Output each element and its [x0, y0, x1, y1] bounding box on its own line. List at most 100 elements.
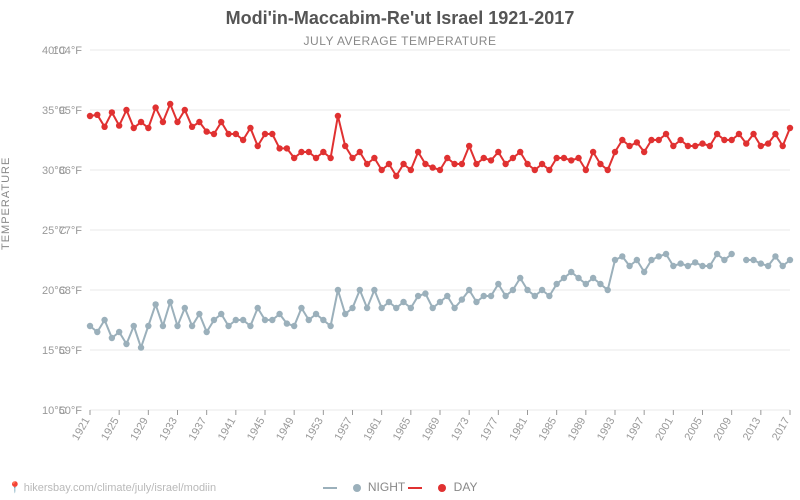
- day-marker: [160, 119, 166, 125]
- day-marker: [583, 167, 589, 173]
- day-marker: [750, 131, 756, 137]
- legend-item-night: NIGHT: [323, 480, 409, 494]
- day-marker: [225, 131, 231, 137]
- day-marker: [291, 155, 297, 161]
- night-marker: [466, 287, 472, 293]
- night-marker: [590, 275, 596, 281]
- day-marker: [276, 145, 282, 151]
- night-marker: [780, 263, 786, 269]
- day-marker: [167, 101, 173, 107]
- night-marker: [298, 305, 304, 311]
- x-tick-label: 1941: [216, 416, 239, 443]
- night-marker: [539, 287, 545, 293]
- x-tick-label: 1933: [157, 416, 180, 443]
- day-marker: [320, 149, 326, 155]
- day-marker: [787, 125, 793, 131]
- day-marker: [255, 143, 261, 149]
- day-marker: [218, 119, 224, 125]
- day-marker: [685, 143, 691, 149]
- day-marker: [459, 161, 465, 167]
- x-tick-label: 1925: [99, 416, 122, 443]
- day-marker: [400, 161, 406, 167]
- day-marker: [502, 161, 508, 167]
- day-marker: [721, 137, 727, 143]
- night-marker: [371, 287, 377, 293]
- night-marker: [174, 323, 180, 329]
- night-marker: [495, 281, 501, 287]
- day-marker: [524, 161, 530, 167]
- day-marker: [765, 140, 771, 146]
- day-marker: [357, 149, 363, 155]
- night-marker: [787, 257, 793, 263]
- day-marker: [553, 155, 559, 161]
- night-marker: [400, 299, 406, 305]
- day-marker: [488, 157, 494, 163]
- svg-text:104°F: 104°F: [53, 45, 83, 57]
- day-marker: [196, 119, 202, 125]
- x-tick-label: 1969: [420, 416, 443, 443]
- night-marker: [481, 293, 487, 299]
- day-marker: [473, 161, 479, 167]
- x-tick-label: 1953: [303, 416, 326, 443]
- source-footer: 📍hikersbay.com/climate/july/israel/modii…: [8, 481, 216, 494]
- night-marker: [349, 305, 355, 311]
- day-marker: [677, 137, 683, 143]
- x-tick-label: 1961: [362, 416, 385, 443]
- night-marker: [488, 293, 494, 299]
- day-marker: [313, 155, 319, 161]
- day-marker: [758, 143, 764, 149]
- day-marker: [182, 107, 188, 113]
- chart-container: Modi'in-Maccabim-Re'ut Israel 1921-2017 …: [0, 0, 800, 500]
- night-marker: [721, 257, 727, 263]
- night-marker: [685, 263, 691, 269]
- day-marker: [648, 137, 654, 143]
- night-marker: [597, 281, 603, 287]
- x-tick-label: 1937: [187, 416, 210, 443]
- day-marker: [327, 155, 333, 161]
- day-marker: [539, 161, 545, 167]
- svg-text:86°F: 86°F: [59, 165, 83, 177]
- x-tick-label: 1921: [70, 416, 93, 443]
- night-marker: [116, 329, 122, 335]
- day-marker: [561, 155, 567, 161]
- night-marker: [378, 305, 384, 311]
- night-marker: [670, 263, 676, 269]
- day-marker: [590, 149, 596, 155]
- night-marker: [532, 293, 538, 299]
- day-marker: [101, 124, 107, 130]
- x-tick-label: 2001: [653, 416, 676, 443]
- day-marker: [87, 113, 93, 119]
- day-marker: [233, 131, 239, 137]
- night-marker: [641, 269, 647, 275]
- day-marker: [619, 137, 625, 143]
- night-marker: [699, 263, 705, 269]
- x-tick-label: 1973: [449, 416, 472, 443]
- night-marker: [707, 263, 713, 269]
- day-marker: [743, 140, 749, 146]
- night-marker: [109, 335, 115, 341]
- x-tick-label: 1929: [128, 416, 151, 443]
- day-marker: [203, 128, 209, 134]
- day-marker: [517, 149, 523, 155]
- day-marker: [546, 167, 552, 173]
- day-marker: [262, 131, 268, 137]
- night-marker: [87, 323, 93, 329]
- night-marker: [327, 323, 333, 329]
- night-marker: [583, 281, 589, 287]
- day-marker: [211, 131, 217, 137]
- night-marker: [262, 317, 268, 323]
- x-tick-label: 1957: [332, 416, 355, 443]
- night-marker: [225, 323, 231, 329]
- day-marker: [736, 131, 742, 137]
- day-marker: [269, 131, 275, 137]
- night-marker: [167, 299, 173, 305]
- night-marker: [393, 305, 399, 311]
- temperature-line-chart: 10°C50°F15°C59°F20°C68°F25°C77°F30°C86°F…: [0, 0, 800, 500]
- night-marker: [160, 323, 166, 329]
- day-marker: [430, 164, 436, 170]
- night-marker: [138, 344, 144, 350]
- x-tick-label: 1985: [537, 416, 560, 443]
- day-marker: [152, 104, 158, 110]
- night-marker: [422, 290, 428, 296]
- night-marker: [415, 293, 421, 299]
